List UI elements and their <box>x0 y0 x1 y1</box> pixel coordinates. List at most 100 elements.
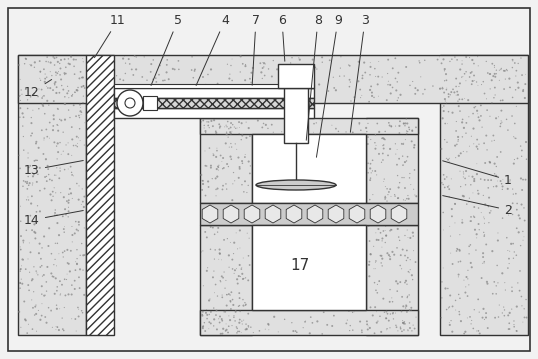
Point <box>215 247 224 252</box>
Point <box>402 303 410 309</box>
Point <box>463 149 471 155</box>
Point <box>470 141 478 147</box>
Point <box>374 151 383 157</box>
Point <box>404 235 412 241</box>
Point <box>243 327 251 332</box>
Point <box>246 76 254 81</box>
Point <box>386 146 394 152</box>
Point <box>442 78 451 83</box>
Point <box>480 90 489 96</box>
Point <box>60 101 69 107</box>
Bar <box>18 55 86 335</box>
Point <box>358 75 367 81</box>
Point <box>23 186 32 192</box>
Point <box>228 56 236 62</box>
Point <box>288 98 297 104</box>
Point <box>400 321 408 327</box>
Point <box>470 61 478 66</box>
Point <box>412 125 420 130</box>
Text: 14: 14 <box>24 210 83 227</box>
Point <box>401 280 409 285</box>
Point <box>495 302 504 308</box>
Point <box>38 95 46 101</box>
Point <box>490 95 498 101</box>
Point <box>60 224 69 229</box>
Point <box>397 252 405 258</box>
Point <box>238 158 246 164</box>
Point <box>50 55 59 61</box>
Point <box>379 228 388 234</box>
Point <box>226 317 235 323</box>
Point <box>53 324 62 330</box>
Point <box>27 120 36 126</box>
Point <box>222 321 230 327</box>
Point <box>207 118 216 124</box>
Point <box>442 174 451 180</box>
Point <box>464 114 473 120</box>
Point <box>484 204 493 209</box>
Point <box>199 325 207 331</box>
Point <box>451 155 460 160</box>
Point <box>19 134 27 139</box>
Point <box>400 175 408 181</box>
Point <box>65 95 73 101</box>
Point <box>238 160 247 166</box>
Point <box>442 85 451 91</box>
Point <box>165 76 173 82</box>
Point <box>45 102 53 108</box>
Point <box>75 183 83 189</box>
Point <box>462 54 471 60</box>
Point <box>242 321 250 327</box>
Point <box>479 306 488 312</box>
Point <box>249 92 258 98</box>
Point <box>511 121 519 126</box>
Point <box>67 248 75 254</box>
Point <box>484 203 493 209</box>
Point <box>390 252 399 257</box>
Point <box>438 104 447 110</box>
Point <box>287 121 296 126</box>
Point <box>344 62 353 68</box>
Point <box>507 204 515 210</box>
Point <box>31 230 40 236</box>
Point <box>439 265 448 271</box>
Point <box>458 134 466 140</box>
Point <box>17 218 25 224</box>
Point <box>243 190 251 195</box>
Point <box>31 60 39 65</box>
Point <box>343 317 352 323</box>
Point <box>227 289 236 295</box>
Point <box>487 138 496 144</box>
Point <box>441 96 449 102</box>
Point <box>479 250 487 256</box>
Point <box>461 176 470 181</box>
Point <box>22 56 31 62</box>
Text: 11: 11 <box>95 14 126 58</box>
Point <box>232 266 240 271</box>
Point <box>342 129 350 135</box>
Point <box>162 70 171 75</box>
Point <box>41 71 49 77</box>
Point <box>507 306 516 312</box>
Point <box>456 232 464 238</box>
Point <box>238 90 246 96</box>
Point <box>200 320 209 326</box>
Point <box>209 274 217 280</box>
Point <box>236 228 244 233</box>
Point <box>71 90 80 95</box>
Point <box>386 254 394 260</box>
Point <box>74 197 83 202</box>
Point <box>485 195 493 201</box>
Point <box>79 267 87 273</box>
Point <box>497 108 506 113</box>
Point <box>80 85 89 91</box>
Point <box>50 172 59 178</box>
Point <box>383 186 391 192</box>
Point <box>29 107 37 113</box>
Point <box>255 328 264 334</box>
Point <box>212 193 221 199</box>
Point <box>76 252 84 258</box>
Point <box>468 57 477 63</box>
Point <box>494 114 502 120</box>
Point <box>199 178 207 184</box>
